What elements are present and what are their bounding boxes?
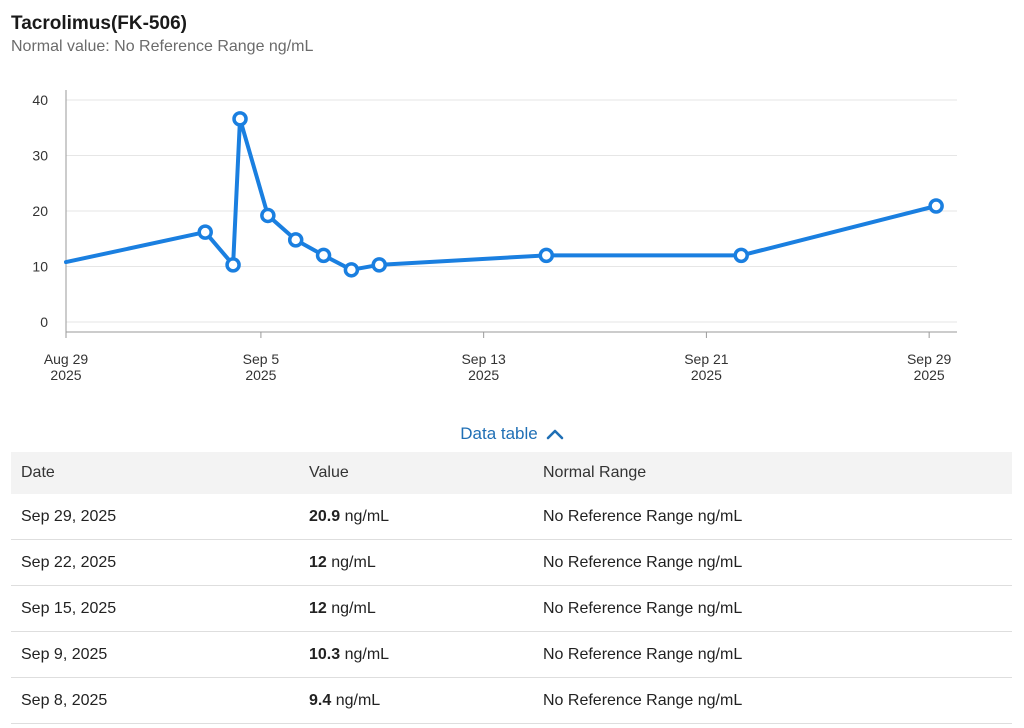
value-unit: ng/mL: [344, 645, 390, 663]
cell-value: 12 ng/mL: [299, 539, 533, 586]
table-row: Sep 9, 2025 10.3 ng/mL No Reference Rang…: [11, 631, 1012, 678]
header-normal-range: Normal Range: [533, 452, 1012, 494]
value-number: 9.4: [309, 691, 332, 709]
cell-range: No Reference Range ng/mL: [533, 585, 1012, 632]
data-point: [225, 257, 241, 273]
data-point: [232, 111, 248, 127]
cell-date: Sep 15, 2025: [11, 585, 299, 632]
cell-value: 9.4 ng/mL: [299, 677, 533, 724]
value-unit: ng/mL: [331, 599, 376, 617]
value-number: 20.9: [309, 507, 341, 525]
y-tick-label: 40: [32, 92, 48, 108]
data-point: [733, 247, 749, 264]
normal-value-subtitle: Normal value: No Reference Range ng/mL: [11, 38, 314, 55]
value-unit: ng/mL: [344, 507, 390, 525]
table-row: Sep 22, 2025 12 ng/mL No Reference Range…: [11, 539, 1012, 586]
cell-range: No Reference Range ng/mL: [533, 677, 1012, 724]
y-tick-label: 0: [40, 314, 48, 330]
table-header-row: Date Value Normal Range: [11, 452, 1012, 494]
series-line: [64, 116, 939, 272]
table-row: Sep 15, 2025 12 ng/mL No Reference Range…: [11, 585, 1012, 632]
data-table-toggle[interactable]: Data table: [0, 424, 1024, 445]
x-tick-label: Sep 21: [684, 351, 729, 367]
value-unit: ng/mL: [335, 691, 381, 709]
header-value: Value: [299, 452, 533, 494]
cell-range: No Reference Range ng/mL: [533, 494, 1012, 540]
data-point: [343, 262, 360, 278]
x-tick-label: Sep 29: [907, 351, 952, 367]
data-point: [928, 198, 944, 214]
series-layer: [64, 111, 944, 278]
table-row: Sep 8, 2025 9.4 ng/mL No Reference Range…: [11, 677, 1012, 724]
value-unit: ng/mL: [331, 553, 376, 571]
x-tick-year-label: 2025: [245, 367, 276, 383]
cell-date: Sep 22, 2025: [11, 539, 299, 586]
data-point: [260, 207, 276, 224]
value-number: 12: [309, 553, 327, 571]
page-title: Tacrolimus(FK-506): [11, 13, 187, 34]
chevron-up-icon: [546, 425, 564, 445]
cell-value: 10.3 ng/mL: [299, 631, 533, 678]
x-tick-label: Sep 5: [243, 351, 280, 367]
value-number: 12: [309, 599, 327, 617]
data-table-toggle-label: Data table: [460, 424, 538, 443]
value-number: 10.3: [309, 645, 341, 663]
header-date: Date: [11, 452, 299, 494]
data-point: [197, 224, 213, 240]
data-point: [287, 232, 304, 248]
data-point: [538, 247, 555, 264]
x-tick-year-label: 2025: [914, 367, 945, 383]
x-tick-year-label: 2025: [468, 367, 499, 383]
cell-value: 20.9 ng/mL: [299, 494, 533, 540]
y-tick-label: 30: [32, 148, 48, 164]
x-tick-year-label: 2025: [50, 367, 81, 383]
cell-value: 12 ng/mL: [299, 585, 533, 632]
cell-range: No Reference Range ng/mL: [533, 539, 1012, 586]
table-row: Sep 29, 2025 20.9 ng/mL No Reference Ran…: [11, 494, 1012, 540]
data-point: [371, 257, 387, 273]
y-tick-label: 20: [32, 203, 48, 219]
y-tick-label: 10: [32, 259, 48, 275]
cell-date: Sep 8, 2025: [11, 677, 299, 724]
cell-range: No Reference Range ng/mL: [533, 631, 1012, 678]
cell-date: Sep 29, 2025: [11, 494, 299, 540]
x-tick-label: Sep 13: [461, 351, 506, 367]
grid-lines: [66, 99, 957, 323]
data-point: [315, 247, 332, 264]
data-table: Date Value Normal Range Sep 29, 2025 20.…: [11, 452, 1012, 724]
x-tick-year-label: 2025: [691, 367, 722, 383]
cell-date: Sep 9, 2025: [11, 631, 299, 678]
x-tick-label: Aug 29: [44, 351, 89, 367]
